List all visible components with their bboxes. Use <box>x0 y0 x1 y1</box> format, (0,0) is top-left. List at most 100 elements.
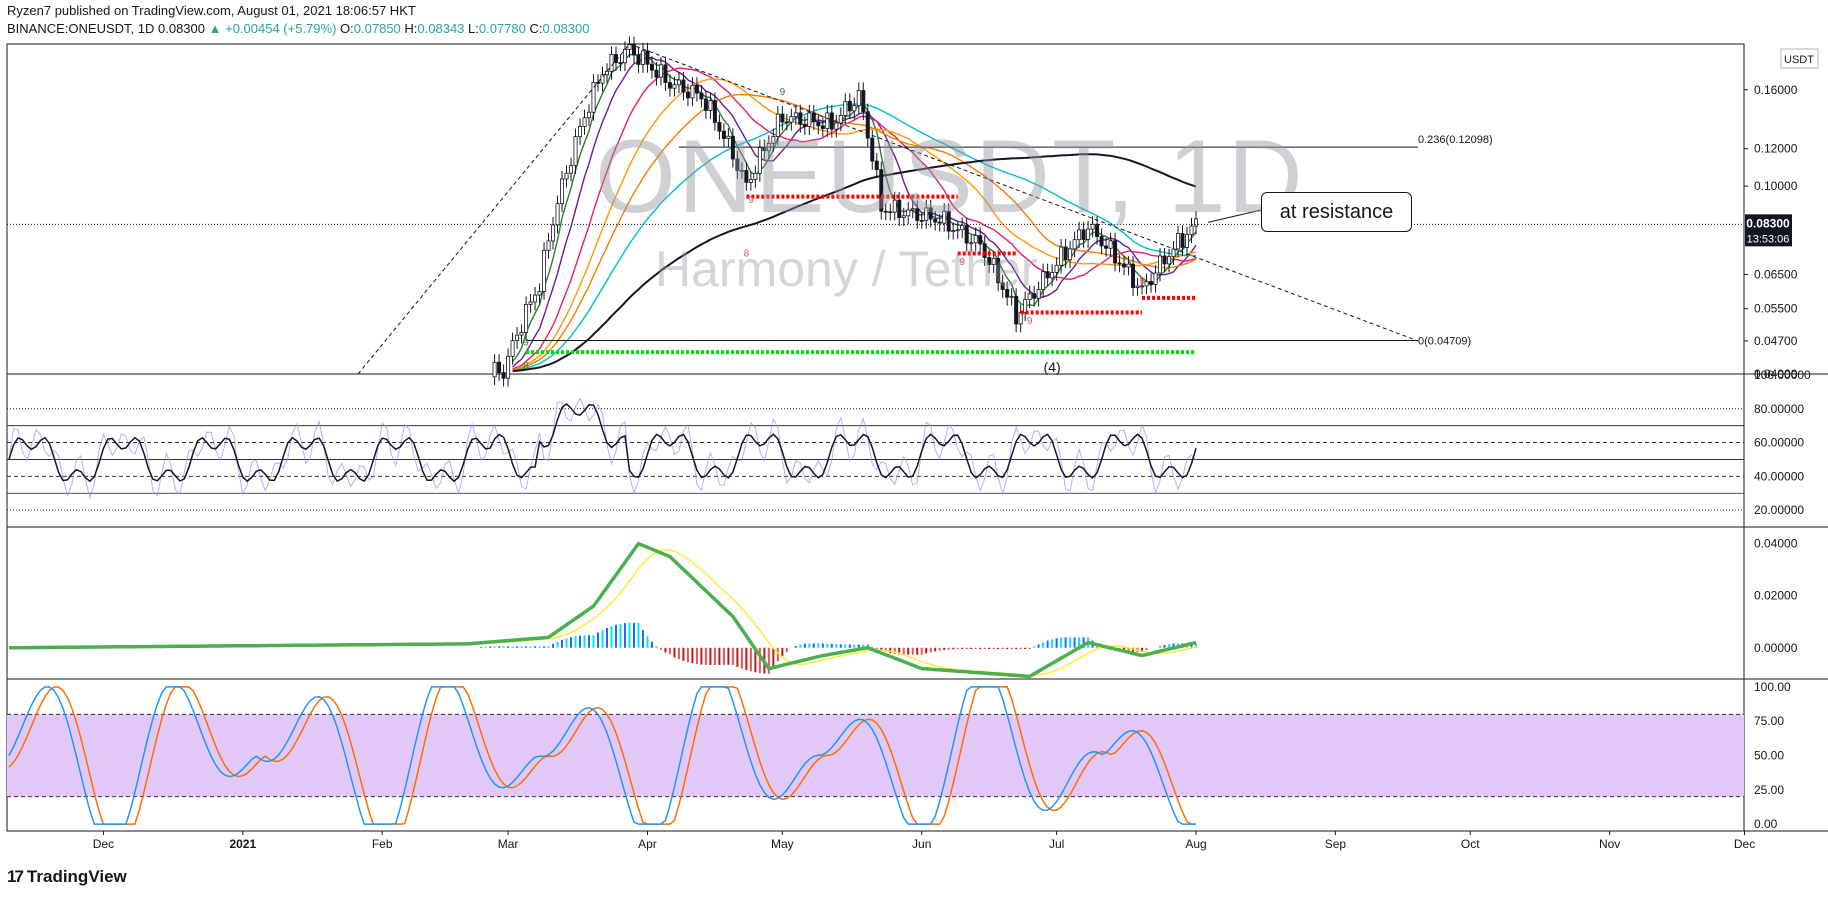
td-count: 9 <box>1027 316 1033 327</box>
stoch-tick-label: 100.00 <box>1754 680 1791 694</box>
macd-histogram-bar <box>552 643 555 648</box>
macd-histogram-bar <box>583 635 586 648</box>
macd-histogram-bar <box>511 646 514 648</box>
macd-histogram-bar <box>758 647 761 674</box>
symbol-name[interactable]: BINANCE:ONEUSDT, 1D <box>7 21 155 36</box>
candle <box>672 84 677 89</box>
close-label: C: <box>529 21 543 36</box>
macd-histogram-bar <box>1042 642 1045 648</box>
macd-histogram-bar <box>727 647 730 665</box>
macd-histogram-bar <box>718 647 721 665</box>
macd-histogram-bar <box>794 645 797 648</box>
macd-histogram-bar <box>619 623 622 648</box>
watermark-description: Harmony / Tether <box>655 241 1038 297</box>
resistance-callout[interactable]: at resistance <box>1261 192 1412 232</box>
macd-histogram-bar <box>844 644 847 648</box>
candle <box>870 137 875 162</box>
macd-histogram-bar <box>1001 647 1004 650</box>
candle <box>667 82 672 89</box>
candle <box>1081 229 1086 240</box>
macd-line <box>8 541 1197 679</box>
candle <box>676 79 681 86</box>
macd-histogram-bar <box>529 646 532 648</box>
macd-histogram-bar <box>911 647 914 655</box>
candle <box>1005 289 1010 298</box>
candle <box>802 123 807 127</box>
time-tick-label: Mar <box>498 837 519 851</box>
candle <box>784 121 789 124</box>
candle <box>951 230 956 232</box>
candle <box>901 215 906 218</box>
macd-histogram-bar <box>570 637 573 648</box>
candle <box>1153 272 1158 285</box>
time-tick-label: Dec <box>93 837 114 851</box>
macd-histogram-bar <box>556 641 559 648</box>
macd-histogram-bar <box>543 646 546 648</box>
macd-histogram-bar <box>1024 647 1027 650</box>
price-tick-label: 0.16000 <box>1754 83 1798 97</box>
price-tick-label: 0.04000 <box>1754 367 1798 381</box>
tradingview-logo[interactable]: 17 TradingView <box>7 867 127 887</box>
macd-histogram-bar <box>516 646 519 648</box>
time-tick-label: 2021 <box>229 837 256 851</box>
candle <box>604 70 609 76</box>
macd-histogram-bar <box>1159 645 1162 648</box>
macd-histogram-bar <box>916 647 919 655</box>
macd-histogram-bar <box>489 646 492 648</box>
candle <box>1144 281 1149 287</box>
low-label: L: <box>468 21 479 36</box>
candle <box>627 44 632 50</box>
candle <box>825 112 830 129</box>
macd-histogram-bar <box>799 644 802 648</box>
macd-histogram-bar <box>956 647 959 650</box>
macd-histogram-bar <box>875 647 878 649</box>
candle <box>1050 271 1055 279</box>
candle <box>964 225 969 244</box>
macd-histogram-bar <box>893 647 896 654</box>
time-tick-label: Apr <box>638 837 657 851</box>
macd-histogram-bar <box>731 647 734 665</box>
stoch-band-fill <box>7 714 1744 797</box>
fib-label-0236: 0.236(0.12098) <box>1418 134 1493 146</box>
candle <box>618 62 623 65</box>
macd-histogram-bar <box>1006 647 1009 650</box>
candle <box>1171 248 1176 258</box>
macd-histogram-bar <box>934 647 937 652</box>
macd-histogram-bar <box>1132 647 1135 653</box>
candle <box>1054 264 1059 273</box>
candle <box>816 121 821 127</box>
macd-histogram-bar <box>507 646 510 648</box>
stoch-tick-label: 25.00 <box>1754 783 1784 797</box>
candle <box>852 105 857 112</box>
macd-histogram-bar <box>525 646 528 648</box>
macd-histogram-bar <box>848 644 851 648</box>
candle <box>879 169 884 212</box>
candle <box>1113 240 1118 264</box>
macd-histogram-bar <box>745 647 748 671</box>
macd-histogram-bar <box>740 647 743 669</box>
candle <box>1189 225 1194 235</box>
macd-histogram-bar <box>597 632 600 648</box>
candle <box>551 224 556 242</box>
macd-histogram-bar <box>498 646 501 648</box>
candle <box>582 117 587 127</box>
rsi-tick-label: 40.00000 <box>1754 469 1804 483</box>
candle <box>569 165 574 174</box>
candle <box>622 48 627 64</box>
macd-histogram-bar <box>785 647 788 652</box>
candle <box>1176 233 1181 250</box>
price-tick-label: 0.10000 <box>1754 179 1798 193</box>
candle <box>640 50 645 65</box>
time-tick-label: Feb <box>372 837 393 851</box>
high-value: 0.08343 <box>417 21 465 36</box>
candle <box>537 291 542 296</box>
macd-histogram-bar <box>979 647 982 650</box>
last-price-badge <box>1745 214 1792 247</box>
candle <box>1131 263 1136 288</box>
macd-histogram-bar <box>592 635 595 648</box>
macd-histogram-bar <box>632 622 635 648</box>
td-count: 9 <box>748 195 754 206</box>
candle <box>942 210 947 224</box>
candle <box>560 178 565 205</box>
